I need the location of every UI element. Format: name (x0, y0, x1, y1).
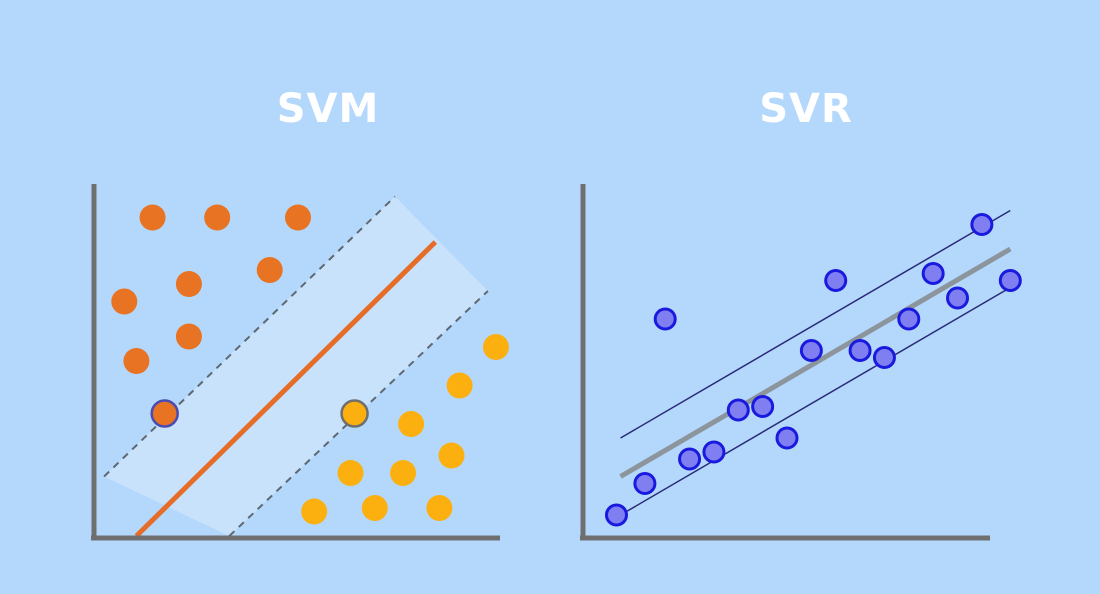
svm-decision-boundary (134, 240, 438, 538)
svr-point-14 (970, 213, 994, 236)
svr-point-13 (946, 286, 970, 310)
svm-title: SVM (276, 86, 380, 132)
svm-point-class-a-5 (175, 271, 202, 297)
svr-point-3 (702, 440, 726, 464)
svm-point-class-b-3 (398, 411, 425, 437)
svm-point-class-b-1 (446, 372, 473, 399)
svm-point-class-a-0 (139, 204, 166, 231)
svr-panel (580, 184, 1022, 541)
svr-epsilon-line-lower (620, 286, 1011, 516)
svm-point-class-a-7 (123, 348, 150, 374)
svr-point-1 (633, 472, 657, 495)
svm-panel (91, 184, 509, 541)
svr-point-12 (921, 262, 945, 285)
svm-point-class-b-9 (426, 495, 453, 521)
svm-point-class-a-1 (204, 204, 231, 231)
svr-point-15 (998, 269, 1022, 292)
svm-point-class-a-3 (256, 257, 283, 283)
svm-point-class-b-8 (361, 495, 388, 521)
svm-point-class-b-4 (438, 442, 465, 469)
svm-point-class-a-2 (285, 204, 311, 231)
svr-point-16 (653, 307, 677, 331)
svr-point-11 (897, 307, 921, 331)
svr-epsilon-line-upper (620, 209, 1011, 439)
svr-point-4 (726, 398, 750, 422)
svm-point-class-b-5 (337, 460, 364, 486)
svr-point-7 (799, 339, 823, 362)
svm-support-vector-class-b-2 (340, 399, 369, 428)
svm-point-class-b-0 (482, 334, 509, 360)
svr-point-9 (848, 339, 872, 362)
svm-point-class-a-4 (111, 288, 138, 315)
svm-support-vector-class-a-8 (150, 399, 179, 428)
svr-regression-line (619, 246, 1012, 479)
svm-point-class-b-7 (301, 498, 328, 525)
svm-margin-line-upper (103, 195, 396, 478)
svm-point-class-a-6 (175, 323, 202, 350)
svr-point-10 (872, 346, 896, 369)
svr-point-5 (751, 395, 775, 418)
svr-point-6 (775, 426, 799, 450)
svr-title: SVR (759, 86, 853, 132)
svr-point-8 (824, 269, 848, 292)
svr-point-2 (678, 447, 702, 471)
svm-point-class-b-6 (390, 460, 417, 486)
svr-point-0 (604, 503, 628, 527)
